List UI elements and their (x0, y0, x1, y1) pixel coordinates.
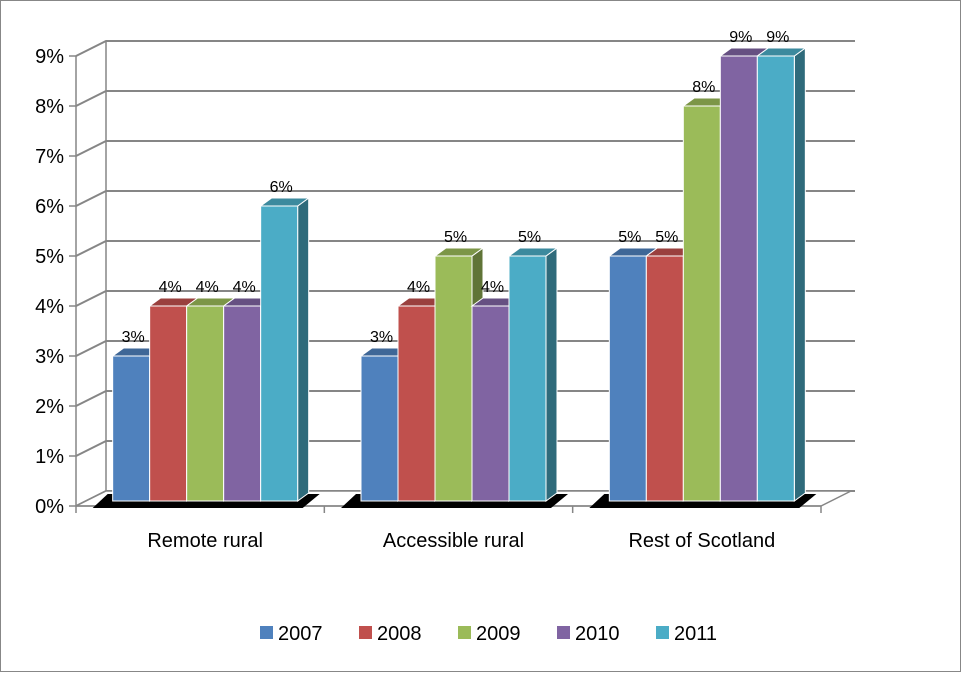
bar-2010-2 (719, 55, 758, 502)
gridline (75, 290, 855, 307)
legend-label: 2007 (278, 623, 323, 645)
bar-2011-2 (756, 55, 795, 502)
legend-swatch-2009 (458, 626, 471, 639)
category-label: Remote rural (147, 530, 263, 552)
y-tick-label: 3% (35, 346, 64, 368)
y-tick-label: 5% (35, 246, 64, 268)
y-tick-label: 9% (35, 46, 64, 68)
category-label: Rest of Scotland (628, 530, 775, 552)
y-tick-label: 2% (35, 396, 64, 418)
data-label: 4% (233, 279, 256, 296)
gridline (75, 190, 855, 207)
legend-label: 2011 (674, 623, 717, 645)
gridline (75, 440, 855, 457)
data-label: 4% (196, 279, 219, 296)
bar-side-2011 (793, 47, 806, 502)
bar-2010-0 (223, 305, 262, 502)
data-label: 5% (655, 229, 678, 246)
data-label: 9% (766, 29, 789, 46)
gridline (75, 390, 855, 407)
data-label: 5% (518, 229, 541, 246)
bar-side-2011 (297, 197, 310, 502)
legend-label: 2010 (575, 623, 620, 645)
legend-swatch-2007 (260, 626, 273, 639)
bar-2008-1 (397, 305, 436, 502)
category-labels: Remote rural Accessible rural Rest of Scot… (147, 530, 775, 552)
bar-2008-0 (149, 305, 188, 502)
y-tick-label: 4% (35, 296, 64, 318)
bar-2009-2 (682, 105, 721, 502)
y-tick-label: 7% (35, 146, 64, 168)
bar-2007-1 (360, 355, 399, 502)
y-tick-label: 1% (35, 446, 64, 468)
category-label: Accessible rural (383, 530, 524, 552)
data-label: 3% (122, 329, 145, 346)
legend-swatch-2011 (656, 626, 669, 639)
data-label: 9% (729, 29, 752, 46)
gridline (75, 140, 855, 157)
gridline (75, 90, 855, 107)
gridline (75, 240, 855, 257)
bar-2008-2 (645, 255, 684, 502)
legend-label: 2009 (476, 623, 521, 645)
gridline (75, 340, 855, 357)
data-label: 6% (270, 179, 293, 196)
legend-label: 2008 (377, 623, 422, 645)
bar-2011-0 (260, 205, 299, 502)
data-label: 4% (407, 279, 430, 296)
y-tick-label: 6% (35, 196, 64, 218)
bar-2007-0 (112, 355, 151, 502)
legend-swatch-2010 (557, 626, 570, 639)
data-label: 5% (618, 229, 641, 246)
y-tick-labels: 0% 1% 2% 3% 4% 5% 6% 7% 8% 9% (35, 46, 64, 518)
y-tick-label: 8% (35, 96, 64, 118)
data-label: 5% (444, 229, 467, 246)
bar-2009-1 (434, 255, 473, 502)
bar-2011-1 (508, 255, 547, 502)
data-label: 8% (692, 79, 715, 96)
bars (92, 47, 817, 508)
data-label: 3% (370, 329, 393, 346)
gridline (75, 40, 855, 57)
bar-2007-2 (608, 255, 647, 502)
data-label: 4% (159, 279, 182, 296)
bar-2010-1 (471, 305, 510, 502)
bar-side-2011 (545, 247, 558, 502)
legend-swatch-2008 (359, 626, 372, 639)
data-labels: 3% 4% 4% 4% 6% 3% 4% 5% 4% 5% 5% 5% 8% 9% 9% (122, 29, 790, 346)
legend: 2007 2008 2009 2010 2011 (260, 623, 717, 645)
data-label: 4% (481, 279, 504, 296)
y-tick-label: 0% (35, 496, 64, 518)
bar-2009-0 (186, 305, 225, 502)
